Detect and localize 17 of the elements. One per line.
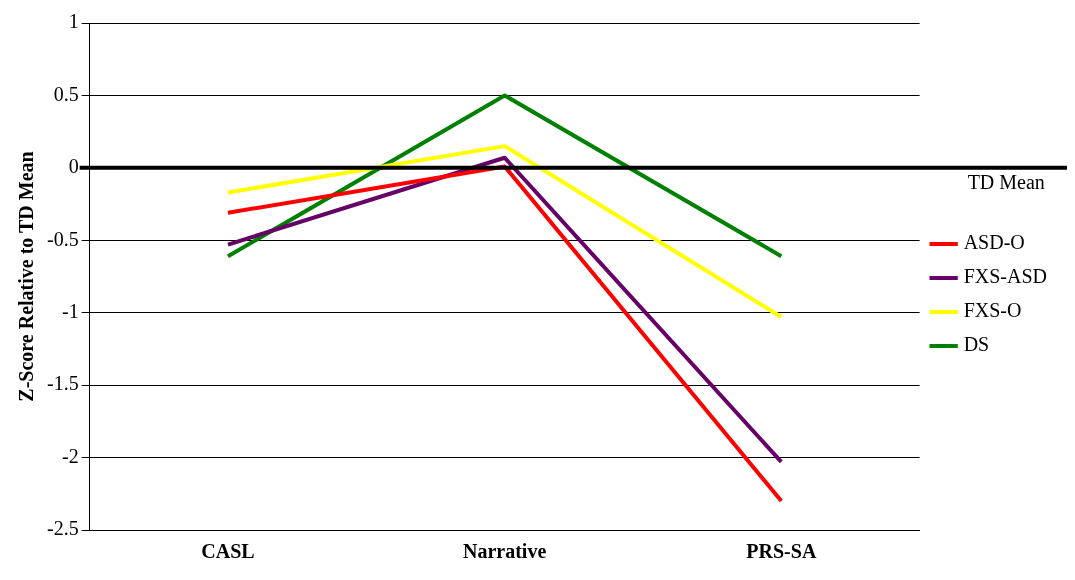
- x-tick-label: PRS-SA: [746, 540, 817, 563]
- legend-label: FXS-ASD: [963, 265, 1047, 288]
- y-tick-label: -2.5: [46, 517, 79, 540]
- ref-line-label: TD Mean: [967, 171, 1045, 194]
- legend-label: FXS-O: [963, 299, 1022, 322]
- y-tick-label: 0.5: [53, 82, 79, 105]
- y-tick-label: -1: [61, 299, 79, 322]
- y-axis-title: Z-Score Relative to TD Mean: [15, 151, 38, 402]
- legend-label: ASD-O: [963, 231, 1025, 254]
- y-tick-label: -2: [61, 444, 79, 467]
- x-tick-label: CASL: [201, 540, 255, 563]
- y-tick-label: -0.5: [46, 227, 79, 250]
- y-tick-label: -1.5: [46, 372, 79, 395]
- y-tick-label: 0: [68, 155, 79, 178]
- legend-label: DS: [963, 333, 990, 356]
- y-tick-label: 1: [68, 10, 79, 33]
- x-tick-label: Narrative: [463, 540, 547, 563]
